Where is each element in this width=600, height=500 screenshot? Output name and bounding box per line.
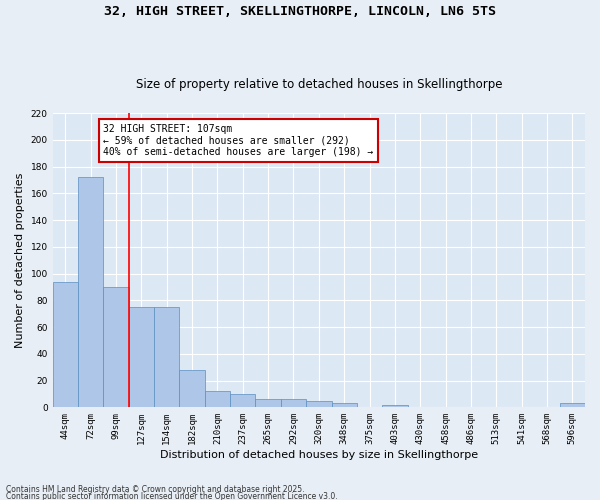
X-axis label: Distribution of detached houses by size in Skellingthorpe: Distribution of detached houses by size … (160, 450, 478, 460)
Text: 32, HIGH STREET, SKELLINGTHORPE, LINCOLN, LN6 5TS: 32, HIGH STREET, SKELLINGTHORPE, LINCOLN… (104, 5, 496, 18)
Text: Contains public sector information licensed under the Open Government Licence v3: Contains public sector information licen… (6, 492, 338, 500)
Bar (129, 307, 154, 408)
Y-axis label: Number of detached properties: Number of detached properties (15, 172, 25, 348)
Text: Contains HM Land Registry data © Crown copyright and database right 2025.: Contains HM Land Registry data © Crown c… (6, 486, 305, 494)
Bar (256, 400, 281, 407)
Bar (306, 400, 332, 407)
Bar (332, 404, 357, 407)
Bar (205, 392, 230, 407)
Bar (53, 282, 78, 408)
Bar (78, 177, 103, 408)
Bar (230, 394, 256, 407)
Text: 32 HIGH STREET: 107sqm
← 59% of detached houses are smaller (292)
40% of semi-de: 32 HIGH STREET: 107sqm ← 59% of detached… (103, 124, 374, 157)
Title: Size of property relative to detached houses in Skellingthorpe: Size of property relative to detached ho… (136, 78, 502, 91)
Bar (179, 370, 205, 408)
Bar (382, 404, 407, 407)
Bar (103, 287, 129, 408)
Bar (281, 400, 306, 407)
Bar (154, 307, 179, 408)
Bar (560, 404, 585, 407)
